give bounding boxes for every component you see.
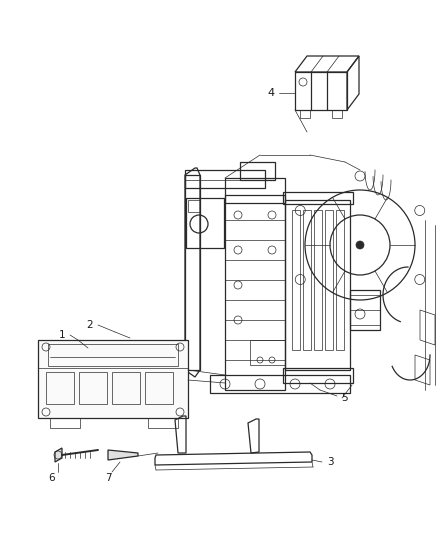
- Bar: [225, 178, 285, 203]
- Bar: [283, 368, 353, 383]
- Bar: [38, 340, 188, 418]
- Bar: [303, 210, 311, 350]
- Bar: [225, 195, 285, 390]
- Text: 3: 3: [327, 457, 333, 467]
- Text: 5: 5: [342, 393, 348, 403]
- Bar: [336, 210, 344, 350]
- Polygon shape: [55, 448, 62, 462]
- Text: 1: 1: [59, 330, 65, 340]
- Text: 4: 4: [268, 88, 275, 98]
- Bar: [292, 210, 300, 350]
- Text: 7: 7: [105, 473, 111, 483]
- Circle shape: [356, 241, 364, 249]
- Bar: [325, 210, 333, 350]
- Text: 6: 6: [49, 473, 55, 483]
- Bar: [350, 290, 380, 330]
- Bar: [186, 198, 224, 248]
- Bar: [283, 192, 353, 204]
- Bar: [314, 210, 322, 350]
- Bar: [185, 175, 200, 370]
- Bar: [188, 200, 200, 212]
- Bar: [145, 372, 173, 404]
- Bar: [148, 418, 178, 428]
- Bar: [250, 340, 285, 365]
- Bar: [79, 372, 107, 404]
- Bar: [185, 170, 265, 188]
- Bar: [240, 162, 275, 180]
- Bar: [300, 110, 310, 118]
- Bar: [46, 372, 74, 404]
- Bar: [50, 418, 80, 428]
- Polygon shape: [108, 450, 138, 460]
- Bar: [112, 372, 140, 404]
- Bar: [295, 72, 347, 110]
- Bar: [210, 375, 350, 393]
- Bar: [48, 344, 178, 366]
- Bar: [332, 110, 342, 118]
- Bar: [285, 200, 350, 370]
- Text: 2: 2: [87, 320, 93, 330]
